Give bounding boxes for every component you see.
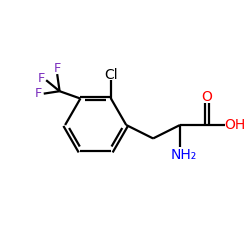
Text: NH₂: NH₂ (170, 148, 197, 162)
Text: O: O (202, 90, 212, 104)
Text: F: F (35, 87, 43, 100)
Text: F: F (54, 62, 61, 75)
Text: Cl: Cl (104, 68, 118, 82)
Text: F: F (38, 72, 46, 86)
Text: OH: OH (224, 118, 245, 132)
